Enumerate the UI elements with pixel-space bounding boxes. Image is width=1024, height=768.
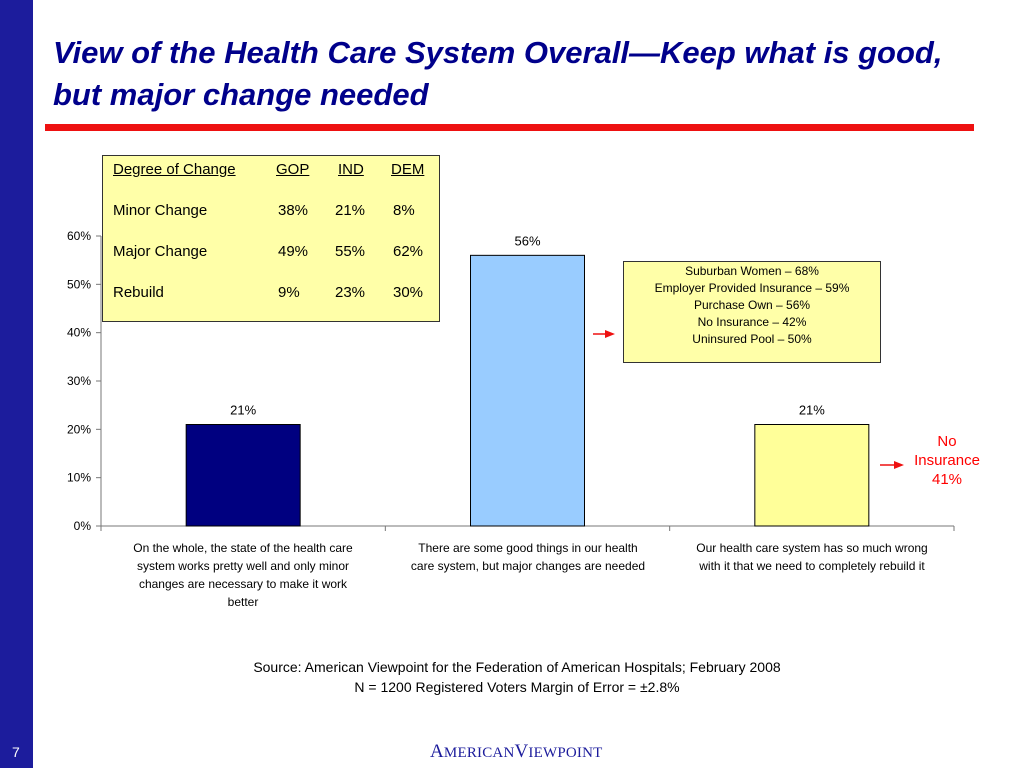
no-insurance-line-3: 41% (931, 471, 963, 488)
row-minor-dem: 8% (393, 202, 415, 219)
american-viewpoint-logo: AMERICANVIEWPOINT (430, 741, 603, 762)
slide-title: View of the Health Care System Overall—K… (53, 35, 943, 112)
y-tick-label: 0% (74, 519, 92, 533)
source-line-1: Source: American Viewpoint for the Feder… (253, 659, 781, 675)
row-major-gop: 49% (278, 243, 309, 260)
category-3-line-2: with it that we need to completely rebui… (699, 559, 925, 573)
subgroup-line-1: Suburban Women – 68% (685, 264, 819, 278)
subgroup-box: Suburban Women – 68% Employer Provided I… (623, 261, 881, 363)
source-line-2: N = 1200 Registered Voters Margin of Err… (354, 679, 680, 695)
row-major-dem: 62% (393, 243, 424, 260)
category-3-line-1: Our health care system has so much wrong (696, 541, 928, 555)
table-header-degree: Degree of Change (113, 161, 236, 178)
row-rebuild-gop: 9% (278, 284, 300, 301)
row-rebuild-ind: 23% (335, 284, 366, 301)
bar-value-label-1: 21% (230, 403, 256, 418)
category-label-1: On the whole, the state of the health ca… (108, 539, 378, 611)
category-1-line-2: system works pretty well and only minor (136, 559, 350, 573)
party-breakdown-table: Degree of Change GOP IND DEM Minor Chang… (102, 155, 440, 322)
bar-value-label-2: 56% (514, 233, 540, 248)
row-minor-gop: 38% (278, 202, 309, 219)
row-minor-label: Minor Change (113, 202, 208, 219)
row-rebuild-label: Rebuild (113, 284, 164, 301)
subgroup-line-3: Purchase Own – 56% (693, 298, 811, 312)
bar-3 (754, 424, 870, 527)
y-tick-label: 10% (67, 471, 91, 485)
source-note: Source: American Viewpoint for the Feder… (100, 657, 934, 697)
bar-value-label-3: 21% (799, 403, 825, 418)
y-tick-label: 20% (67, 422, 91, 436)
subgroup-line-5: Uninsured Pool – 50% (692, 332, 812, 346)
no-insurance-line-1: No (937, 433, 957, 450)
no-insurance-line-2: Insurance (914, 452, 980, 469)
row-major-label: Major Change (113, 243, 208, 260)
no-insurance-note: No Insurance 41% (905, 432, 989, 489)
category-1-line-4: better (227, 595, 259, 609)
bar-1 (185, 424, 301, 527)
y-tick-label: 30% (67, 374, 91, 388)
bars (185, 254, 870, 527)
bar-2 (470, 254, 585, 527)
arrow-no-insurance (880, 461, 904, 469)
arrow-subgroup (593, 330, 615, 338)
category-2-line-2: care system, but major changes are neede… (410, 559, 646, 573)
y-tick-label: 50% (67, 277, 91, 291)
category-label-2: There are some good things in our health… (393, 539, 663, 575)
subgroup-line-2: Employer Provided Insurance – 59% (654, 281, 850, 295)
row-rebuild-dem: 30% (393, 284, 424, 301)
category-2-line-1: There are some good things in our health (418, 541, 638, 555)
table-header-gop: GOP (276, 161, 310, 178)
axis-ticks: 0% 10% 20% 30% 40% 50% 60% (67, 229, 955, 533)
y-tick-label: 40% (67, 326, 91, 340)
y-tick-label: 60% (67, 229, 91, 243)
title-rule (45, 124, 974, 131)
category-1-line-3: changes are necessary to make it work (138, 577, 348, 591)
bar-value-labels: 21% 56% 21% (230, 233, 825, 417)
page-number: 7 (12, 744, 20, 760)
category-label-3: Our health care system has so much wrong… (677, 539, 947, 575)
category-1-line-1: On the whole, the state of the health ca… (133, 541, 353, 555)
row-major-ind: 55% (335, 243, 366, 260)
table-header-dem: DEM (391, 161, 425, 178)
subgroup-line-4: No Insurance – 42% (697, 315, 807, 329)
table-header-ind: IND (338, 161, 364, 178)
row-minor-ind: 21% (335, 202, 366, 219)
side-bar (0, 0, 33, 768)
